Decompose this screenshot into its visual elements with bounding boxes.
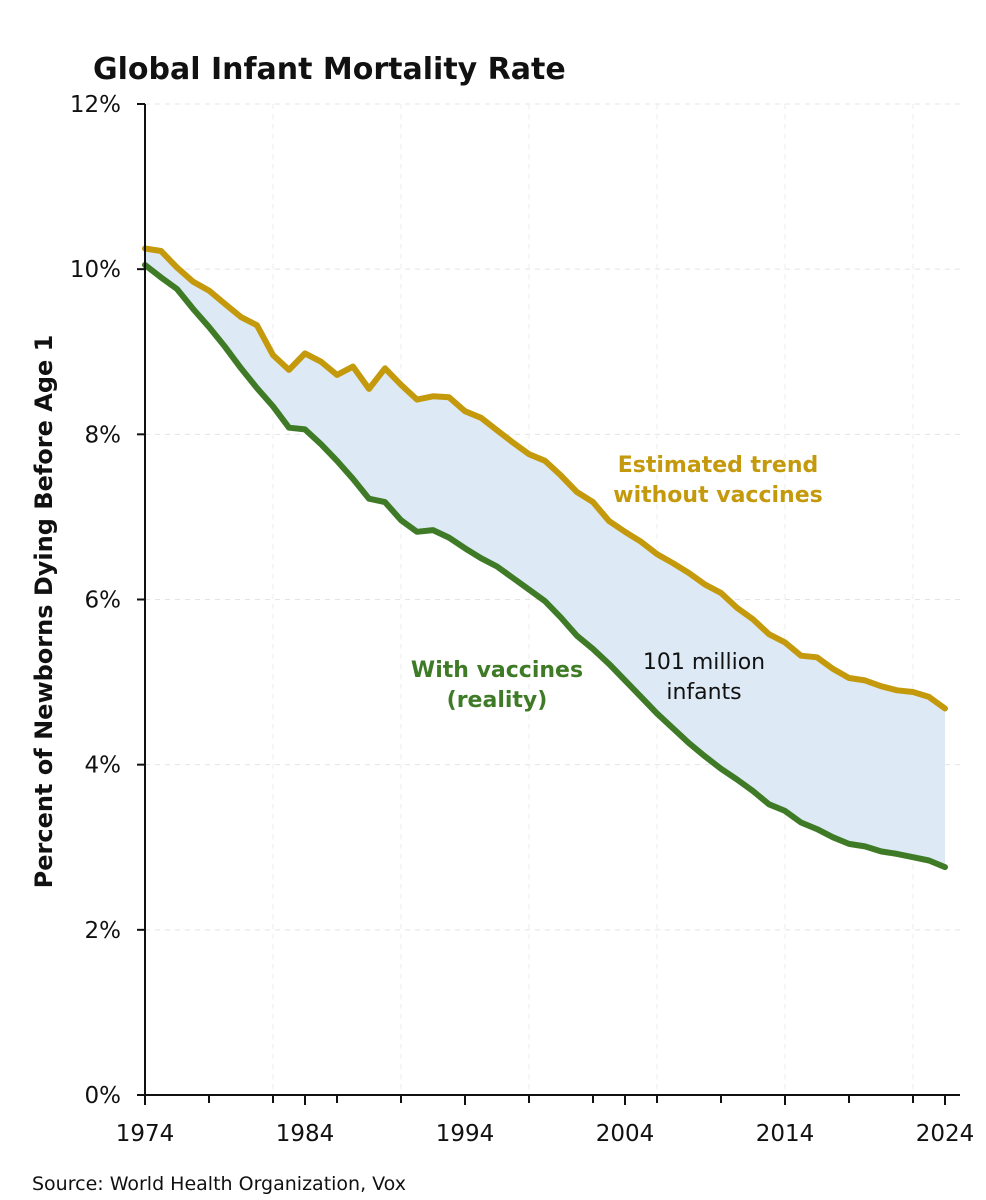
x-tick-label: 1984 bbox=[276, 1121, 335, 1147]
x-tick-label: 2024 bbox=[916, 1121, 975, 1147]
y-axis-label: Percent of Newborns Dying Before Age 1 bbox=[30, 335, 58, 889]
y-tick-label: 4% bbox=[85, 753, 122, 779]
annotation-with-vaccines-line2: (reality) bbox=[447, 688, 548, 713]
y-tick-label: 8% bbox=[85, 422, 122, 448]
y-tick-label: 2% bbox=[85, 918, 122, 944]
chart-title: Global Infant Mortality Rate bbox=[93, 52, 566, 87]
gap-fill-area bbox=[145, 248, 945, 868]
annotation-gap-line1: 101 million bbox=[643, 650, 765, 675]
source-note: Source: World Health Organization, Vox bbox=[32, 1173, 406, 1195]
data-points bbox=[144, 248, 946, 868]
y-tick-label: 10% bbox=[70, 257, 121, 283]
y-tick-label: 0% bbox=[85, 1083, 122, 1109]
annotation-gap-line2: infants bbox=[666, 680, 741, 705]
annotation-with-vaccines-line1: With vaccines bbox=[411, 658, 583, 683]
x-tick-label: 1994 bbox=[436, 1121, 495, 1147]
x-tick-label: 2004 bbox=[596, 1121, 655, 1147]
axis-ticks: 0% 2% 4% 6% 8% 10% 12% 1974 1984 1994 2004 2014 2024 bbox=[70, 92, 974, 1147]
annotation-without-vaccines-line1: Estimated trend bbox=[618, 453, 819, 478]
annotation-without-vaccines-line2: without vaccines bbox=[613, 483, 822, 508]
x-tick-label: 2014 bbox=[756, 1121, 815, 1147]
y-tick-label: 12% bbox=[70, 92, 121, 118]
y-tick-label: 6% bbox=[85, 588, 122, 614]
x-tick-label: 1974 bbox=[116, 1121, 175, 1147]
